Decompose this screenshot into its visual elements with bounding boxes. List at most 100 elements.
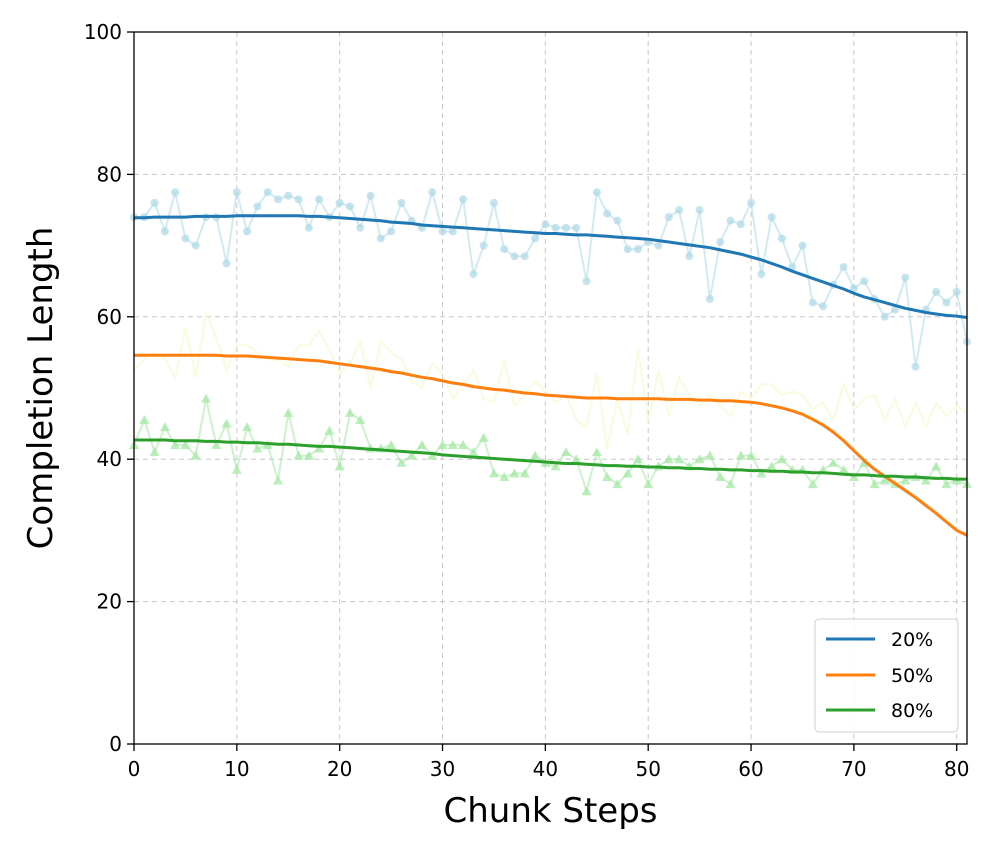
- raw-point-80: [941, 479, 952, 489]
- smooth-line-20: [134, 214, 968, 319]
- raw-point-80: [612, 479, 623, 489]
- y-tick-label: 100: [84, 20, 122, 44]
- raw-point-20: [160, 227, 169, 236]
- raw-point-20: [582, 277, 591, 286]
- raw-point-20: [479, 241, 488, 250]
- raw-point-20: [253, 202, 262, 211]
- raw-point-20: [171, 188, 180, 197]
- raw-point-20: [603, 209, 612, 218]
- x-tick-label: 70: [841, 757, 866, 781]
- raw-point-80: [324, 425, 335, 435]
- y-tick-label: 40: [97, 447, 122, 471]
- raw-point-20: [510, 252, 519, 261]
- raw-point-80: [746, 450, 757, 460]
- raw-point-80: [591, 447, 602, 457]
- raw-point-20: [273, 195, 282, 204]
- raw-point-80: [190, 450, 201, 460]
- raw-point-80: [715, 472, 726, 481]
- raw-point-20: [243, 227, 252, 236]
- raw-point-20: [860, 277, 869, 286]
- y-tick-label: 0: [109, 732, 122, 756]
- raw-point-80: [458, 439, 469, 449]
- x-axis-ticks: 0 10 20 30 40 50 60 70 80: [128, 744, 969, 781]
- raw-point-20: [592, 188, 601, 197]
- x-tick-label: 20: [327, 757, 352, 781]
- raw-point-20: [181, 234, 190, 243]
- raw-point-20: [942, 298, 951, 307]
- raw-point-80: [437, 439, 448, 449]
- raw-point-80: [869, 479, 880, 489]
- raw-point-80: [519, 468, 530, 478]
- raw-point-20: [767, 213, 776, 222]
- raw-point-20: [819, 302, 828, 311]
- raw-point-20: [685, 252, 694, 261]
- raw-point-20: [561, 223, 570, 232]
- raw-point-80: [530, 450, 541, 460]
- raw-point-20: [777, 234, 786, 243]
- raw-point-20: [520, 252, 529, 261]
- raw-point-20: [469, 270, 478, 279]
- raw-point-20: [366, 191, 375, 200]
- raw-point-80: [674, 454, 685, 464]
- raw-point-20: [356, 223, 365, 232]
- x-tick-label: 60: [738, 757, 763, 781]
- raw-point-20: [726, 216, 735, 225]
- raw-point-80: [848, 472, 859, 481]
- x-tick-label: 10: [224, 757, 249, 781]
- raw-point-20: [747, 198, 756, 207]
- raw-point-80: [663, 454, 674, 464]
- raw-point-80: [488, 468, 499, 478]
- raw-point-20: [448, 227, 457, 236]
- raw-point-80: [252, 443, 263, 453]
- raw-point-20: [901, 273, 910, 282]
- raw-point-80: [560, 447, 571, 457]
- raw-point-20: [798, 241, 807, 250]
- raw-point-80: [931, 461, 942, 471]
- smooth-line-80: [134, 438, 967, 481]
- raw-point-80: [170, 439, 181, 449]
- raw-point-80: [643, 479, 654, 489]
- raw-point-80: [776, 454, 787, 464]
- x-tick-label: 0: [128, 757, 141, 781]
- raw-point-20: [705, 295, 714, 303]
- raw-point-80: [550, 461, 561, 471]
- raw-point-80: [622, 468, 633, 478]
- raw-point-20: [304, 223, 313, 232]
- legend-box: [814, 618, 959, 733]
- raw-point-80: [211, 439, 222, 449]
- raw-line-50: [133, 309, 968, 449]
- raw-point-80: [406, 450, 417, 460]
- raw-point-20: [284, 191, 293, 200]
- raw-point-20: [232, 188, 241, 197]
- raw-point-20: [315, 195, 324, 204]
- raw-point-20: [664, 213, 673, 222]
- raw-point-20: [387, 227, 396, 236]
- raw-point-80: [478, 432, 489, 442]
- raw-point-80: [386, 439, 397, 449]
- raw-point-80: [694, 454, 705, 464]
- raw-point-80: [293, 450, 304, 460]
- raw-point-20: [438, 227, 447, 236]
- raw-point-20: [808, 298, 817, 307]
- raw-point-20: [551, 223, 560, 232]
- raw-point-20: [716, 238, 725, 247]
- raw-point-20: [428, 188, 437, 197]
- y-axis-title: Completion Length: [21, 227, 61, 550]
- raw-point-20: [531, 234, 540, 243]
- raw-point-20: [335, 198, 344, 207]
- raw-point-80: [571, 454, 582, 464]
- x-axis-title: Chunk Steps: [443, 791, 657, 831]
- raw-point-80: [725, 479, 736, 489]
- raw-point-20: [757, 270, 766, 279]
- raw-point-80: [756, 468, 767, 478]
- raw-point-20: [500, 245, 509, 254]
- raw-point-80: [632, 454, 643, 464]
- raw-point-20: [880, 312, 889, 321]
- raw-point-80: [139, 415, 150, 425]
- raw-point-80: [807, 479, 818, 489]
- raw-point-80: [283, 407, 294, 417]
- raw-point-20: [572, 223, 581, 232]
- raw-point-80: [427, 450, 438, 460]
- raw-point-20: [911, 362, 920, 371]
